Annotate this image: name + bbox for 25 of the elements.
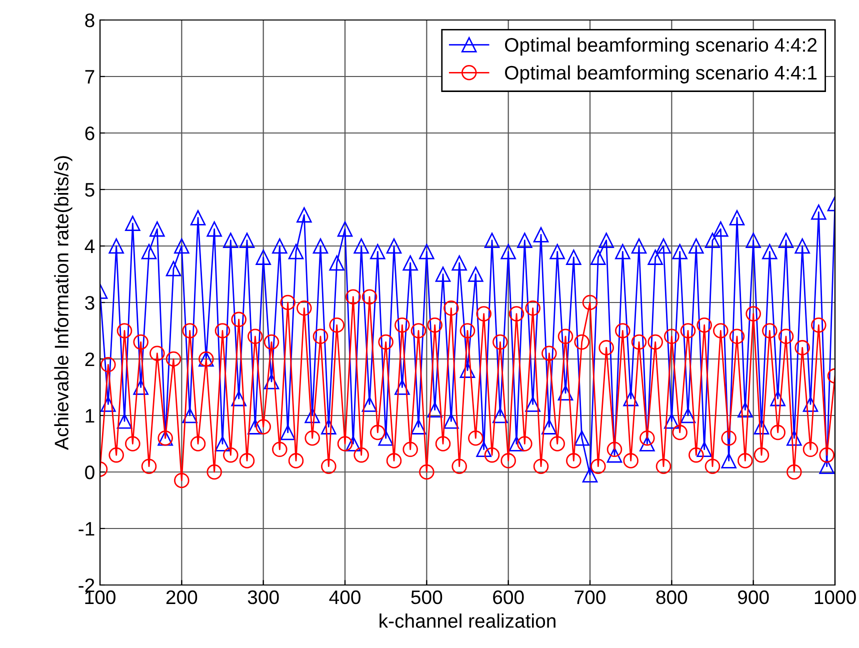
x-tick-label: 1000 bbox=[814, 590, 856, 604]
y-tick-label: 7 bbox=[85, 70, 94, 84]
y-tick-label: 1 bbox=[86, 409, 94, 423]
legend-label: Optimal beamforming scenario 4:4:2 bbox=[505, 38, 817, 56]
y-tick-label: -1 bbox=[78, 522, 94, 536]
y-tick-label: 4 bbox=[84, 240, 95, 254]
y-tick-label: 5 bbox=[85, 183, 94, 197]
legend-label: Optimal beamforming scenario 4:4:1 bbox=[505, 65, 817, 84]
y-tick-label: 6 bbox=[85, 126, 94, 140]
x-tick-label: 600 bbox=[493, 590, 524, 604]
x-tick-label: 200 bbox=[166, 590, 198, 604]
y-tick-label: 2 bbox=[85, 352, 94, 366]
y-tick-label: -2 bbox=[78, 578, 94, 592]
y-tick-label: 8 bbox=[85, 13, 94, 28]
x-tick-label: 700 bbox=[574, 590, 606, 604]
x-tick-label: 100 bbox=[85, 590, 116, 604]
y-tick-label: 0 bbox=[85, 465, 94, 480]
y-axis-title: Achievable Information rate(bits/s) bbox=[54, 156, 72, 450]
x-tick-label: 800 bbox=[656, 590, 688, 604]
x-tick-label: 400 bbox=[329, 590, 360, 604]
x-tick-label: 900 bbox=[738, 590, 769, 604]
x-tick-label: 500 bbox=[411, 590, 442, 604]
y-tick-label: 3 bbox=[85, 296, 94, 310]
x-axis-title: k-channel realization bbox=[380, 614, 556, 628]
x-tick-label: 300 bbox=[248, 590, 279, 604]
